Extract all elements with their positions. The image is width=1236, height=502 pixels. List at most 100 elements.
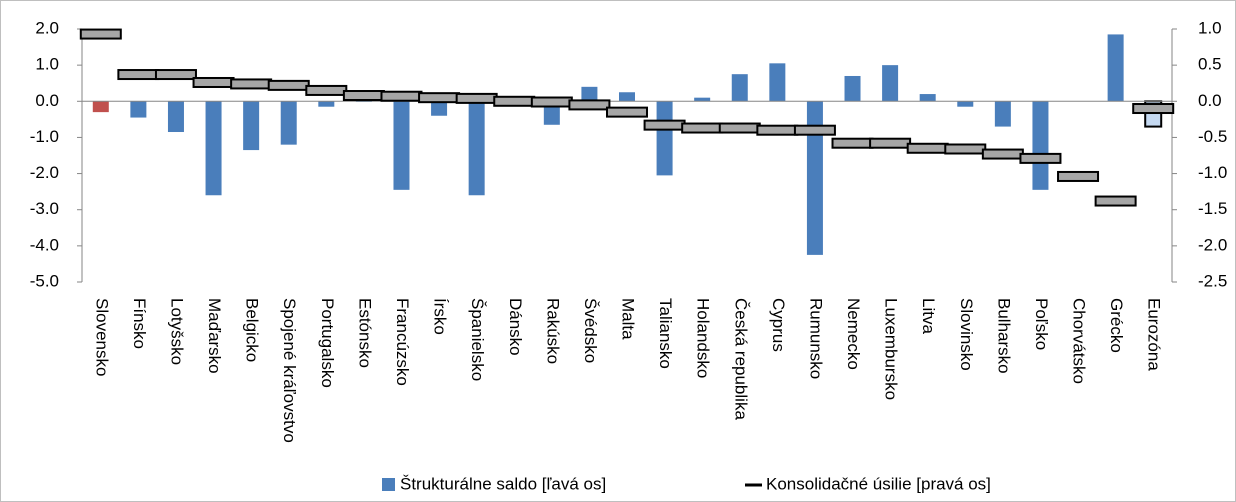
bar (919, 94, 936, 102)
x-tick-label: Belgicko (243, 298, 262, 362)
y-tick-label: -3.0 (30, 199, 59, 218)
bar (205, 101, 222, 196)
x-tick-label: Slovinsko (957, 298, 976, 371)
x-tick-label: Holandsko (694, 298, 713, 378)
y2-tick-label: -2.0 (1198, 235, 1227, 254)
marker (230, 78, 273, 90)
marker (756, 124, 799, 136)
marker (1019, 152, 1062, 164)
x-tick-label: Írsko (431, 298, 450, 335)
x-tick-label: Spojené kráľovstvo (280, 298, 299, 443)
x-tick-label: Portugalsko (318, 298, 337, 388)
marker (530, 96, 573, 108)
marker (154, 69, 197, 81)
x-tick-label: Maďarsko (205, 298, 224, 374)
bar (656, 101, 673, 176)
y-tick-label: -4.0 (30, 235, 59, 254)
marker (681, 122, 724, 134)
bar (957, 101, 974, 107)
marker (493, 95, 536, 107)
marker (606, 106, 648, 118)
x-tick-label: Poľsko (1032, 298, 1051, 350)
bar (468, 101, 485, 196)
x-tick-label: Španielsko (468, 298, 487, 381)
marker (1132, 103, 1175, 115)
y-tick-label: 2.0 (35, 18, 59, 37)
x-tick-label: Malta (619, 298, 638, 340)
x-tick-label: Bulharsko (994, 298, 1013, 374)
marker (981, 148, 1024, 160)
x-tick-label: Švédsko (581, 298, 600, 363)
bar (844, 75, 861, 102)
y2-tick-label: -1.5 (1198, 199, 1227, 218)
bar (130, 101, 147, 118)
marker (342, 90, 385, 102)
bar (806, 101, 823, 255)
y-tick-label: -2.0 (30, 163, 59, 182)
y-tick-label: -1.0 (30, 127, 59, 146)
y2-tick-label: -0.5 (1198, 127, 1227, 146)
y2-tick-label: 0.0 (1198, 91, 1222, 110)
marker (944, 143, 987, 155)
bar (1032, 101, 1049, 190)
bar (280, 101, 297, 145)
marker (568, 99, 611, 111)
bar (994, 101, 1011, 127)
bar (694, 97, 711, 102)
marker (267, 79, 310, 91)
marker (305, 84, 348, 96)
x-tick-label: Cyprus (769, 298, 788, 352)
marker (643, 119, 686, 131)
x-tick-label: Rakúsko (543, 298, 562, 364)
x-tick-label: Litva (919, 298, 938, 334)
bar (92, 101, 109, 113)
marker (869, 137, 912, 149)
bar (619, 92, 635, 102)
bar (167, 101, 184, 133)
marker (1094, 195, 1137, 207)
marker (831, 137, 874, 149)
y2-tick-label: -1.0 (1198, 163, 1227, 182)
legend-label: Konsolidačné úsilie [pravá os] (766, 474, 991, 493)
bar (318, 101, 335, 107)
legend-label: Štrukturálne saldo [ľavá os] (400, 474, 606, 493)
bar (393, 101, 410, 190)
marker (418, 92, 461, 104)
bar (731, 74, 748, 102)
marker (718, 122, 761, 134)
x-tick-label: Francúzsko (393, 298, 412, 386)
legend-swatch (382, 478, 395, 491)
x-tick-label: Taliansko (656, 298, 675, 369)
x-tick-label: Luxembursko (882, 298, 901, 400)
x-tick-label: Lotyšsko (167, 298, 186, 365)
y-tick-label: 1.0 (35, 55, 59, 74)
marker (117, 69, 160, 81)
x-tick-label: Fínsko (130, 298, 149, 349)
x-tick-label: Grécko (1107, 298, 1126, 353)
y2-tick-label: -2.5 (1198, 271, 1227, 290)
y2-tick-label: 0.5 (1198, 55, 1222, 74)
x-tick-label: Estónsko (355, 298, 374, 368)
x-tick-label: Eurozóna (1145, 298, 1164, 371)
bar (581, 86, 598, 102)
y2-tick-label: 1.0 (1198, 18, 1222, 37)
marker (380, 90, 423, 102)
y-tick-label: 0.0 (35, 91, 59, 110)
x-tick-label: Česká republika (731, 298, 750, 420)
x-tick-label: Slovensko (92, 298, 111, 376)
x-tick-label: Chorvátsko (1070, 298, 1089, 384)
bar (431, 101, 448, 116)
bar (243, 101, 260, 151)
marker (455, 92, 498, 104)
marker (793, 124, 836, 136)
marker (1057, 170, 1100, 182)
marker (192, 76, 235, 88)
bar (1107, 34, 1124, 102)
x-tick-label: Dánsko (506, 298, 525, 356)
x-tick-label: Rumunsko (806, 298, 825, 379)
bar (769, 63, 786, 102)
x-tick-label: Nemecko (844, 298, 863, 370)
y-tick-label: -5.0 (30, 271, 59, 290)
marker (906, 142, 949, 154)
